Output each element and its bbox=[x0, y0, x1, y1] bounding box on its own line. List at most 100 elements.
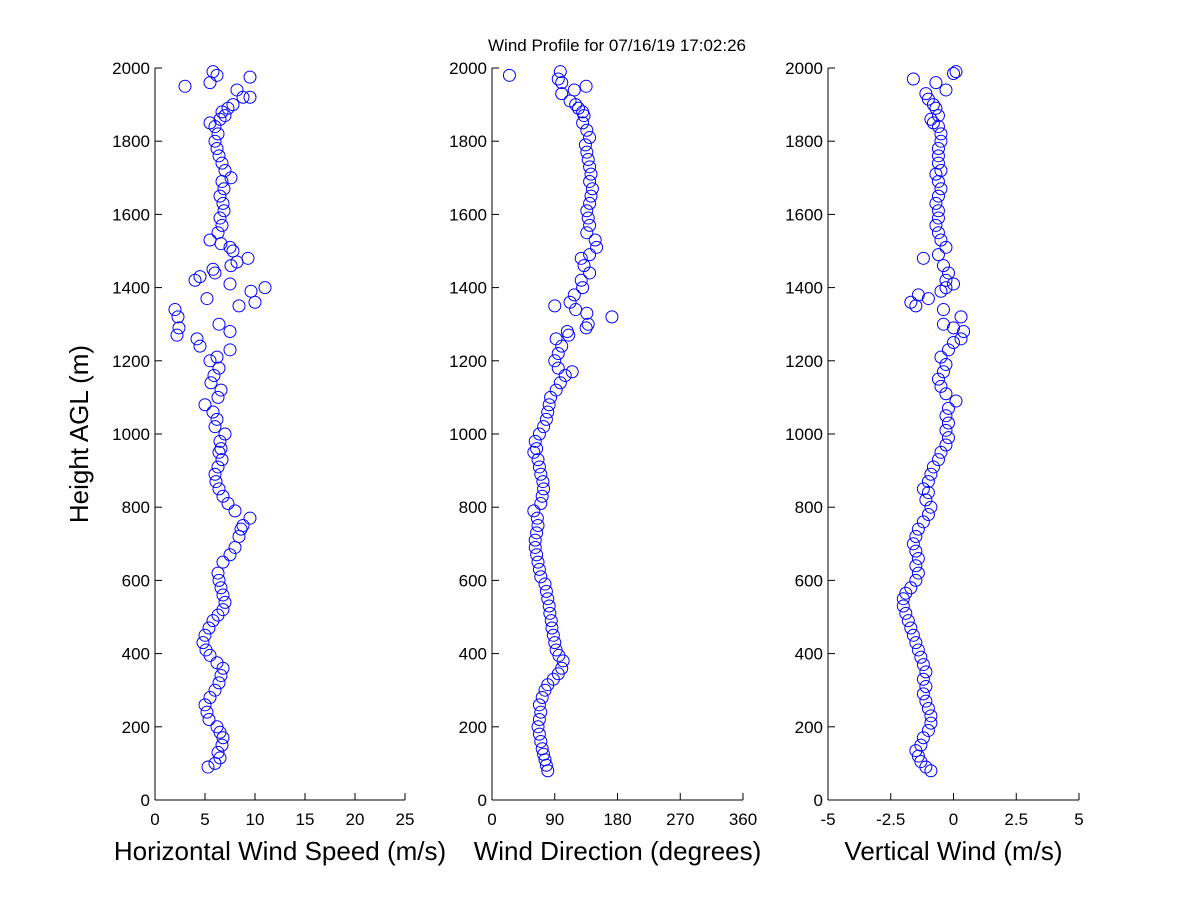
vertical-data-point bbox=[919, 665, 933, 679]
vertical-data-point bbox=[954, 332, 968, 346]
vertical-data-point bbox=[904, 621, 918, 635]
vertical-data-point bbox=[919, 680, 933, 694]
vertical-data-point bbox=[924, 709, 938, 723]
direction-data-point bbox=[549, 383, 563, 397]
vertical-data-point bbox=[934, 350, 948, 364]
speed-data-point bbox=[203, 648, 217, 662]
vertical-data-point bbox=[926, 460, 940, 474]
direction-data-point bbox=[531, 720, 545, 734]
speed-y-tick-label: 1200 bbox=[112, 352, 150, 371]
direction-data-point bbox=[534, 734, 548, 748]
speed-data-point bbox=[215, 156, 229, 170]
speed-data-point bbox=[226, 244, 240, 258]
vertical-data-point bbox=[931, 372, 945, 386]
speed-data-point bbox=[203, 116, 217, 130]
vertical-data-point bbox=[921, 508, 935, 522]
vertical-data-point bbox=[901, 614, 915, 628]
direction-data-point bbox=[542, 599, 556, 613]
direction-data-point bbox=[567, 288, 581, 302]
vertical-y-tick-label: 1800 bbox=[785, 132, 823, 151]
speed-data-point bbox=[212, 676, 226, 690]
direction-y-tick-label: 400 bbox=[459, 645, 487, 664]
direction-data-point bbox=[532, 562, 546, 576]
direction-data-point bbox=[537, 747, 551, 761]
speed-data-point bbox=[171, 310, 185, 324]
speed-data-point bbox=[214, 669, 228, 683]
speed-data-point bbox=[208, 134, 222, 148]
direction-data-point bbox=[530, 548, 544, 562]
vertical-data-point bbox=[936, 303, 950, 317]
vertical-y-tick-label: 2000 bbox=[785, 59, 823, 78]
direction-data-point bbox=[583, 174, 597, 188]
speed-x-tick-label: 25 bbox=[396, 810, 415, 829]
vertical-y-tick-label: 1200 bbox=[785, 352, 823, 371]
vertical-x-tick-label: 5 bbox=[1074, 810, 1083, 829]
vertical-data-point bbox=[949, 394, 963, 408]
direction-data-point bbox=[543, 606, 557, 620]
vertical-data-point bbox=[919, 87, 933, 101]
vertical-data-point bbox=[931, 248, 945, 262]
subplot-panels: 0 5 10 15 20 25 0 200 400 600 800 1000 1200 1400 1600 1… bbox=[64, 59, 1084, 866]
direction-data-point bbox=[548, 299, 562, 313]
vertical-data-point bbox=[929, 218, 943, 232]
vertical-data-point bbox=[911, 551, 925, 565]
vertical-data-point bbox=[909, 544, 923, 558]
direction-data-point bbox=[549, 332, 563, 346]
speed-data-point bbox=[172, 321, 186, 335]
vertical-data-point bbox=[939, 409, 953, 423]
vertical-data-point bbox=[921, 702, 935, 715]
speed-data-point bbox=[210, 412, 224, 426]
vertical-data-point bbox=[924, 112, 938, 126]
speed-data-point bbox=[211, 226, 225, 240]
speed-data-point bbox=[212, 482, 226, 496]
speed-y-label: Height AGL (m) bbox=[64, 345, 94, 523]
speed-data-point bbox=[236, 90, 250, 104]
speed-data-point bbox=[236, 519, 250, 532]
speed-y-tick-label: 800 bbox=[122, 498, 150, 517]
direction-data-point bbox=[551, 346, 565, 360]
vertical-data-point bbox=[909, 636, 923, 650]
direction-data-point bbox=[532, 712, 546, 726]
speed-data-point bbox=[223, 343, 237, 357]
vertical-y-tick-label: 800 bbox=[795, 498, 823, 517]
speed-data-point bbox=[213, 189, 227, 203]
direction-data-point bbox=[583, 218, 597, 232]
speed-data-point bbox=[211, 460, 225, 474]
vertical-data-point bbox=[921, 723, 935, 737]
speed-data-point bbox=[193, 270, 207, 284]
vertical-data-point bbox=[947, 321, 960, 335]
speed-x-tick-label: 20 bbox=[346, 810, 365, 829]
direction-data-point bbox=[558, 368, 572, 382]
speed-data-point bbox=[217, 204, 231, 218]
direction-data-point bbox=[583, 248, 597, 262]
direction-data-point bbox=[555, 661, 569, 675]
speed-subplot: 0 5 10 15 20 25 0 200 400 600 800 1000 1200 1400 1600 1… bbox=[64, 59, 446, 866]
speed-data-point bbox=[213, 751, 227, 765]
vertical-data-point bbox=[941, 431, 955, 445]
direction-y-tick-label: 200 bbox=[459, 718, 487, 737]
vertical-data-point bbox=[941, 266, 955, 280]
direction-y-tick-label: 0 bbox=[478, 791, 487, 810]
vertical-y-tick-label: 1000 bbox=[785, 425, 823, 444]
direction-x-tick-label: 360 bbox=[729, 810, 757, 829]
direction-data-point bbox=[544, 614, 558, 628]
vertical-data-point bbox=[931, 211, 945, 225]
direction-data-point bbox=[576, 116, 590, 130]
direction-data-point bbox=[535, 742, 549, 756]
direction-subplot: 0 90 180 270 360 0 200 400 600 800 1000 1200 1400 160… bbox=[449, 59, 761, 866]
vertical-y-tick-label: 600 bbox=[795, 571, 823, 590]
speed-data-point bbox=[206, 405, 220, 419]
speed-y-tick-label: 1800 bbox=[112, 132, 150, 151]
vertical-data-point bbox=[947, 277, 960, 291]
direction-data-point bbox=[588, 233, 602, 247]
vertical-data-point bbox=[939, 438, 953, 452]
direction-data-point bbox=[534, 705, 548, 719]
speed-data-point bbox=[208, 683, 222, 697]
vertical-data-point bbox=[931, 453, 945, 467]
speed-data-point bbox=[243, 90, 257, 104]
speed-data-point bbox=[244, 284, 258, 298]
speed-data-point bbox=[208, 266, 222, 280]
speed-data-point bbox=[168, 303, 182, 317]
vertical-data-point bbox=[929, 101, 943, 115]
vertical-data-point bbox=[916, 515, 930, 529]
